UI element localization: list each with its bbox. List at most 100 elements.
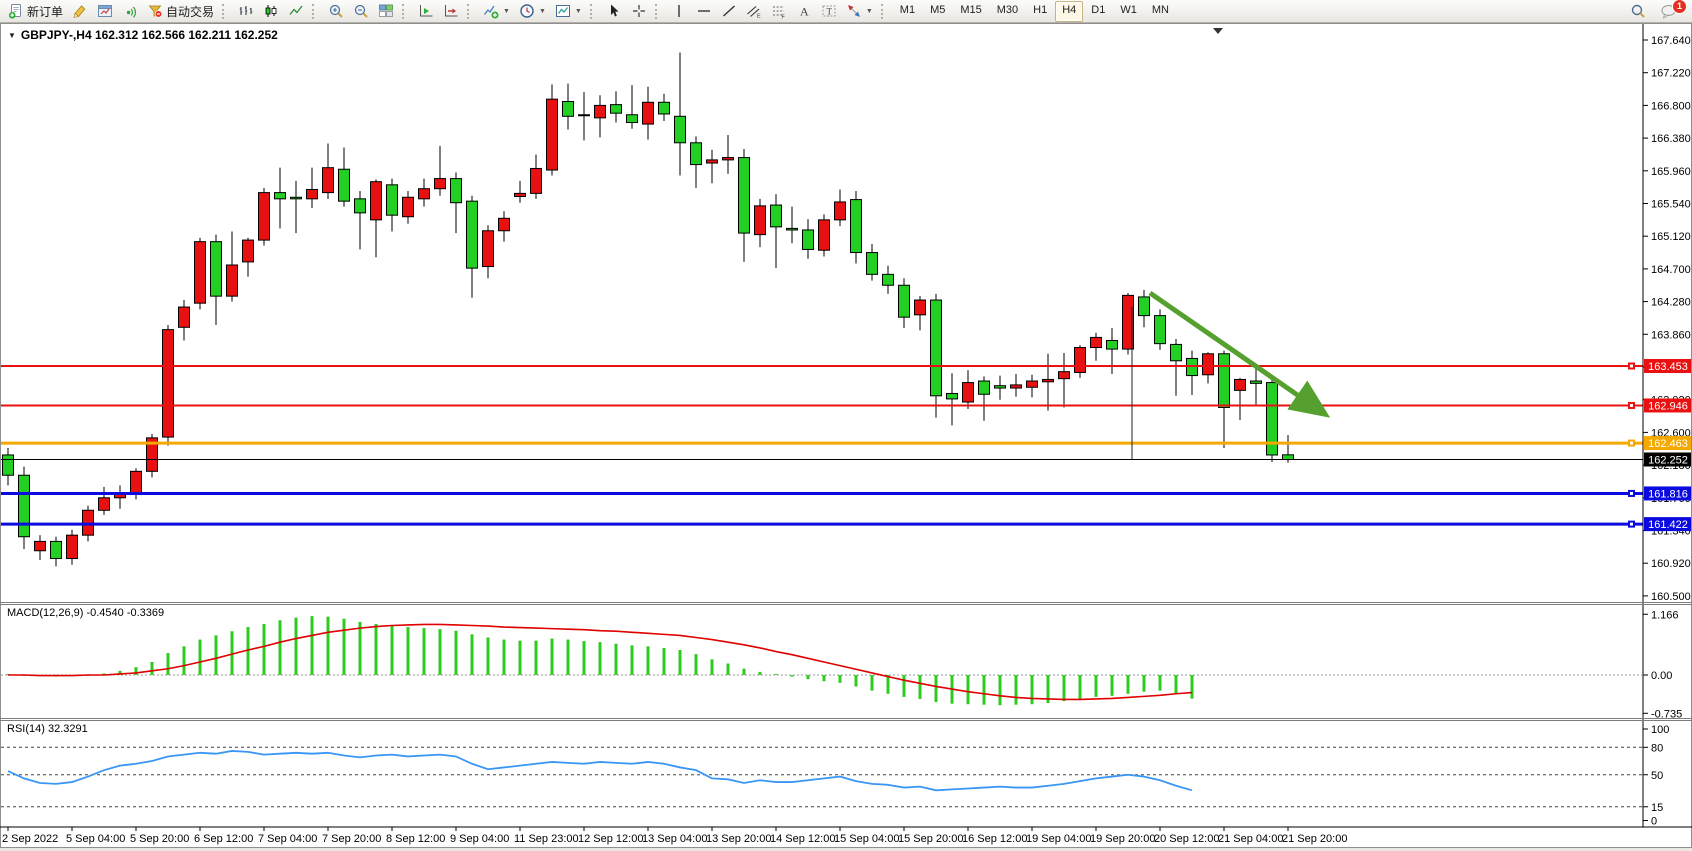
macd-histogram	[6, 616, 1194, 706]
svg-text:6 Sep 12:00: 6 Sep 12:00	[194, 833, 253, 845]
timeframe-M1[interactable]: M1	[899, 3, 916, 16]
vertical-line-button[interactable]	[667, 2, 691, 21]
dropdown-arrow-icon[interactable]: ▼	[574, 7, 582, 15]
crayon-button[interactable]	[68, 2, 92, 21]
zoom-in-button[interactable]	[324, 2, 348, 21]
zoom-out-button[interactable]	[349, 2, 373, 21]
price-label-161.816: 161.816	[1644, 486, 1691, 501]
svg-text:E: E	[757, 14, 761, 20]
toolbar-grip	[654, 3, 663, 19]
templates-button[interactable]: ▼	[551, 2, 586, 21]
svg-text:7 Sep 20:00: 7 Sep 20:00	[322, 833, 381, 845]
crosshair-button[interactable]	[627, 2, 651, 21]
svg-text:T: T	[826, 7, 832, 17]
hline-162.463[interactable]	[1, 439, 1643, 447]
svg-text:5 Sep 20:00: 5 Sep 20:00	[130, 833, 189, 845]
line-chart-button[interactable]	[284, 2, 308, 21]
crayon-icon	[72, 3, 88, 19]
notification-badge[interactable]: 1	[1672, 0, 1687, 14]
line-chart-icon	[288, 3, 304, 19]
timeframe-M30[interactable]: M30	[996, 3, 1019, 16]
periods-button[interactable]: ▼	[515, 2, 550, 21]
svg-text:14 Sep 12:00: 14 Sep 12:00	[770, 833, 835, 845]
new-order-label: 新订单	[27, 4, 64, 19]
svg-text:13 Sep 20:00: 13 Sep 20:00	[706, 833, 771, 845]
timeframe-H1[interactable]: H1	[1033, 3, 1048, 16]
toolbar-grip	[589, 3, 598, 19]
svg-text:16 Sep 12:00: 16 Sep 12:00	[962, 833, 1027, 845]
collapse-triangle-icon[interactable]: ▼	[8, 30, 16, 40]
svg-text:165.960: 165.960	[1651, 166, 1691, 178]
svg-text:100: 100	[1651, 724, 1669, 736]
svg-text:A: A	[800, 5, 809, 19]
svg-text:15 Sep 20:00: 15 Sep 20:00	[898, 833, 963, 845]
svg-text:50: 50	[1651, 770, 1663, 782]
timeframe-D1[interactable]: D1	[1091, 3, 1106, 16]
timeframe-H4[interactable]: H4	[1055, 0, 1084, 22]
price-label-162.463: 162.463	[1644, 436, 1691, 451]
candlestick-chart-button[interactable]	[259, 2, 283, 21]
bar-chart-icon	[238, 3, 254, 19]
candles	[2, 52, 1294, 567]
svg-text:0.00: 0.00	[1651, 670, 1672, 682]
chat-button[interactable]: 1	[1656, 0, 1687, 21]
timeframe-MN[interactable]: MN	[1151, 3, 1169, 16]
svg-text:1.166: 1.166	[1651, 609, 1679, 621]
new-order-button[interactable]: 新订单	[4, 2, 67, 21]
indicators-button[interactable]: ▼	[479, 2, 514, 21]
chat-icon	[1660, 3, 1678, 19]
cursor-icon	[606, 3, 622, 19]
hline-161.422[interactable]	[1, 520, 1643, 528]
dropdown-arrow-icon[interactable]: ▼	[503, 7, 510, 15]
hline-161.816[interactable]	[1, 489, 1643, 497]
rsi-label: RSI(14) 32.3291	[7, 723, 88, 735]
svg-text:161.816: 161.816	[1648, 488, 1688, 500]
svg-text:19 Sep 04:00: 19 Sep 04:00	[1026, 833, 1091, 845]
bar-chart-button[interactable]	[234, 2, 258, 21]
signal-button[interactable]	[118, 2, 142, 21]
horizontal-line-button[interactable]	[692, 2, 716, 21]
hline-163.453[interactable]	[1, 362, 1643, 370]
dropdown-arrow-icon[interactable]: ▼	[865, 7, 873, 15]
svg-text:162.252: 162.252	[1648, 454, 1688, 466]
zoom-in-icon	[328, 3, 344, 19]
chart-shift-button[interactable]	[439, 2, 463, 21]
chart-shift-marker[interactable]	[1213, 28, 1223, 34]
toolbar-grip	[312, 3, 320, 19]
autotrading-button[interactable]: 自动交易	[143, 2, 218, 21]
window-bottom-strip	[0, 848, 1692, 851]
svg-text:163.860: 163.860	[1651, 329, 1691, 341]
time-axis[interactable]: 2 Sep 2022 5 Sep 04:00 5 Sep 20:00 6 Sep 12…	[0, 826, 1692, 845]
svg-text:167.220: 167.220	[1651, 68, 1691, 80]
trend-arrow[interactable]	[1148, 290, 1331, 418]
templates-icon	[555, 3, 571, 19]
new-order-icon	[8, 3, 24, 19]
timeframe-M5[interactable]: M5	[930, 3, 946, 16]
cursor-button[interactable]	[602, 2, 626, 21]
svg-text:162.463: 162.463	[1648, 438, 1688, 450]
arrows-icon	[846, 3, 862, 19]
text-button[interactable]: A	[792, 2, 816, 21]
svg-text:15 Sep 04:00: 15 Sep 04:00	[834, 833, 899, 845]
price-label-163.453: 163.453	[1644, 358, 1691, 373]
chart-shift-icon	[443, 3, 459, 19]
tile-windows-button[interactable]	[374, 2, 398, 21]
timeframe-W1[interactable]: W1	[1120, 3, 1137, 16]
fibonacci-button[interactable]: F	[767, 2, 791, 21]
trendline-button[interactable]	[717, 2, 741, 21]
price-label-162.946: 162.946	[1644, 398, 1691, 413]
chart-window-button[interactable]	[93, 2, 117, 21]
search-button[interactable]	[1626, 2, 1650, 21]
equidistant-channel-button[interactable]: E	[742, 2, 766, 21]
toolbar-grip	[222, 3, 230, 19]
auto-scroll-button[interactable]	[414, 2, 438, 21]
timeframe-M15[interactable]: M15	[960, 3, 982, 16]
price-label-161.422: 161.422	[1644, 517, 1691, 532]
arrows-button[interactable]: ▼	[842, 2, 877, 21]
dropdown-arrow-icon[interactable]: ▼	[538, 7, 546, 15]
text-label-button[interactable]: T	[817, 2, 841, 21]
trendline-icon	[721, 3, 737, 19]
hline-162.946[interactable]	[1, 401, 1643, 409]
svg-text:19 Sep 20:00: 19 Sep 20:00	[1090, 833, 1155, 845]
